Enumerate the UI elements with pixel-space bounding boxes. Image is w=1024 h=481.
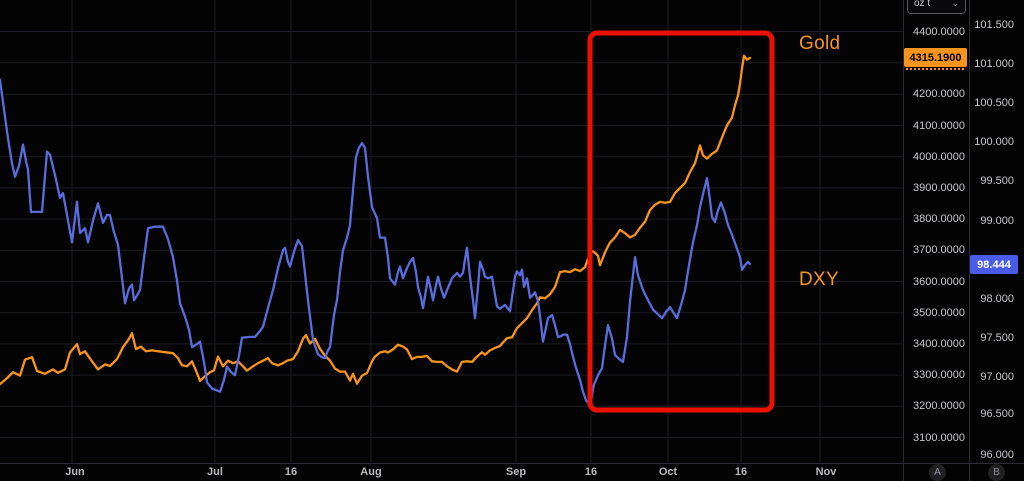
unit-dropdown-label: oz t <box>914 0 931 9</box>
gold-axis-tick: 4400.0000 <box>913 25 965 38</box>
price-chart-plot-area[interactable] <box>0 0 903 463</box>
gold-axis-tick: 3100.0000 <box>913 431 965 444</box>
gold-price-axis[interactable]: 4400.0000 4200.0000 4100.0000 4000.0000 3900… <box>903 0 969 463</box>
dxy-series-label: DXY <box>799 269 839 290</box>
dxy-last-price-tag: 98.444 <box>970 255 1018 274</box>
gold-axis-tick: 3900.0000 <box>913 181 965 194</box>
dxy-axis-tick: 100.500 <box>974 97 1014 110</box>
gold-line <box>0 54 752 386</box>
gold-axis-tick: 3300.0000 <box>913 369 965 382</box>
dxy-axis-tick: 101.500 <box>974 19 1014 31</box>
time-axis-divider <box>0 463 1024 464</box>
dxy-axis-tick: 99.000 <box>980 214 1014 227</box>
gold-series-label: Gold <box>799 33 841 54</box>
scale-badge-a[interactable]: A <box>929 464 946 481</box>
dxy-axis-tick: 100.000 <box>974 136 1014 149</box>
scale-badge-b[interactable]: B <box>988 464 1005 481</box>
time-axis-label: Sep <box>505 466 527 478</box>
gold-axis-tick: 3400.0000 <box>913 337 965 350</box>
dxy-price-axis[interactable]: 101.500 101.000 100.500 100.000 99.500 99.000… <box>969 0 1024 463</box>
dxy-axis-tick: 96.500 <box>980 408 1014 420</box>
time-axis-label: 16 <box>284 466 298 478</box>
time-axis-label: Nov <box>815 466 837 478</box>
dxy-axis-divider <box>969 0 970 481</box>
time-axis-label: 16 <box>584 466 598 478</box>
dxy-axis-tick: 101.000 <box>974 58 1014 71</box>
chevron-down-icon: ⌄ <box>951 0 959 8</box>
gold-axis-tick: 3200.0000 <box>913 400 965 413</box>
dxy-axis-tick: 97.000 <box>980 370 1014 383</box>
unit-dropdown[interactable]: oz t ⌄ <box>907 0 966 14</box>
dxy-axis-tick: 98.000 <box>980 292 1014 305</box>
dxy-axis-tick: 97.500 <box>980 331 1014 344</box>
highlight-rectangle <box>587 30 775 413</box>
gold-axis-divider <box>903 0 904 481</box>
time-axis-label: Oct <box>658 466 678 478</box>
dxy-axis-tick: 99.500 <box>980 175 1014 188</box>
time-axis-label: Jun <box>65 466 85 478</box>
gold-last-price-tag: 4315.1900 <box>904 48 967 67</box>
gold-axis-tick: 3700.0000 <box>913 244 965 257</box>
time-axis-label: Aug <box>360 466 382 478</box>
dxy-line <box>0 78 752 407</box>
time-axis-label: 16 <box>734 466 748 478</box>
dxy-axis-tick: 96.000 <box>980 449 1014 462</box>
gold-price-dotted-line <box>906 68 964 70</box>
gold-axis-tick: 3800.0000 <box>913 213 965 226</box>
gold-axis-tick: 4100.0000 <box>913 119 965 132</box>
gold-axis-tick: 3500.0000 <box>913 306 965 319</box>
gold-axis-tick: 3600.0000 <box>913 275 965 288</box>
gold-axis-tick: 4200.0000 <box>913 88 965 101</box>
gold-axis-tick: 4000.0000 <box>913 150 965 163</box>
time-axis-label: Jul <box>207 466 223 478</box>
